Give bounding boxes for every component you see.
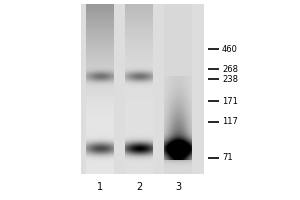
Text: 3: 3 <box>176 182 182 192</box>
Text: 2: 2 <box>136 182 142 192</box>
Text: 460: 460 <box>222 45 238 53</box>
Text: 71: 71 <box>222 154 232 162</box>
Text: 1: 1 <box>98 182 103 192</box>
Text: 238: 238 <box>222 74 238 84</box>
Text: 171: 171 <box>222 97 238 106</box>
Text: 268: 268 <box>222 64 238 73</box>
Text: 117: 117 <box>222 117 238 127</box>
